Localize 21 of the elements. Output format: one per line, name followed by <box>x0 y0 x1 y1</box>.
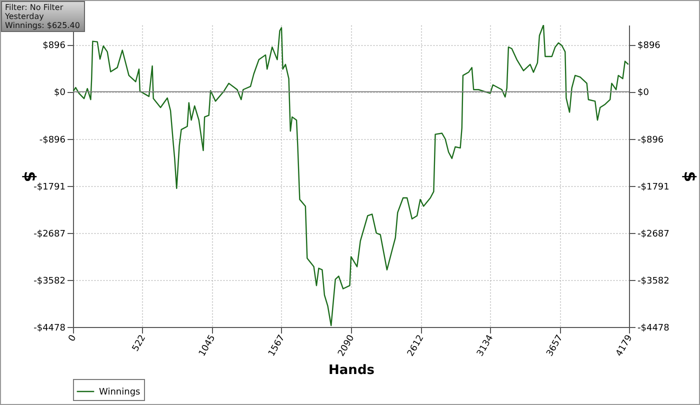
y2-tick-label: -$4478 <box>638 324 670 334</box>
y-tick-label: -$2687 <box>34 229 66 240</box>
y-tick-label: -$4478 <box>34 324 66 334</box>
x-axis-title: Hands <box>328 362 375 378</box>
x-tick-label: 0 <box>67 333 79 344</box>
y2-tick-label: $0 <box>638 88 650 98</box>
y-axis-title: $ <box>20 170 40 182</box>
info-panel: Filter: No Filter Yesterday Winnings: $625.40 <box>1 1 85 32</box>
annotation: Winnings: $625.40 <box>5 21 80 30</box>
y-tick-label: $0 <box>54 88 66 98</box>
y2-tick-label: -$3582 <box>638 276 670 286</box>
y2-tick-label: -$2687 <box>638 229 670 240</box>
y-tick-label: -$1791 <box>34 182 66 192</box>
y-tick-label: -$3582 <box>34 276 66 286</box>
y2-axis-title: $ <box>680 170 700 182</box>
y-tick-label: $896 <box>42 41 66 52</box>
y2-tick-label: -$896 <box>638 135 664 146</box>
y2-tick-label: -$1791 <box>638 182 670 192</box>
y-tick-label: -$896 <box>39 135 66 146</box>
y2-tick-label: $896 <box>638 41 661 52</box>
legend-label: Winnings <box>99 388 141 398</box>
